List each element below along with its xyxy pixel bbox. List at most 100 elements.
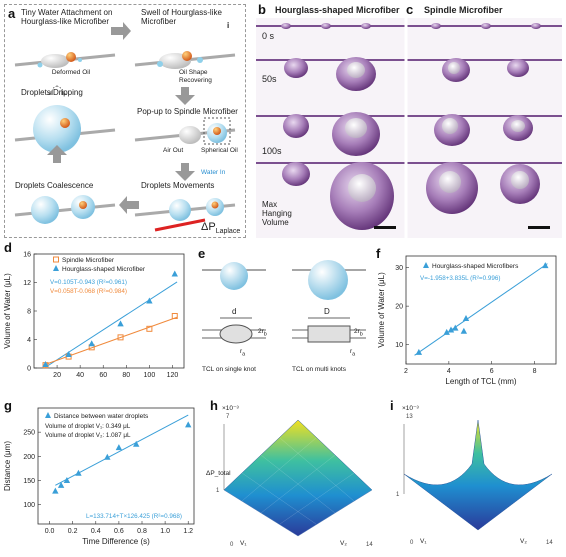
panel-label-g: g [4,398,12,413]
x-tick-label: 6 [490,368,494,375]
svg-text:0: 0 [230,542,234,548]
data-point [75,469,82,476]
data-point [542,262,549,269]
legend-entry: Distance between water droplets [54,413,149,420]
time-label-100s: 100s [262,146,282,156]
panel-c-title: Spindle Microfiber [424,5,503,15]
svg-text:13: 13 [406,414,413,420]
svg-text:7: 7 [226,414,230,420]
hourglass-knot-icon [41,54,69,68]
legend-entry: Spindle Microfiber [62,257,115,264]
chart-g: 0.0 0.2 0.4 0.6 0.8 1.0 1.2 100 150 200 250 Time Di… [3,407,195,546]
inset-label-i: i [227,21,230,30]
panel-i-y-label: V₂ [520,538,527,545]
x-tick-label: 4 [447,368,451,375]
data-point [171,270,178,277]
panel-h-y-label: V₂ [340,540,347,547]
fit-equation: V=-1.958+3.835L (R²=0.996) [420,275,500,282]
multi-knot-droplet-icon [308,260,348,300]
y-tick-label: 150 [23,478,35,485]
data-point [133,440,140,447]
panel-label-e: e [198,246,206,261]
panel-h-x-label: V₁ [240,540,247,547]
step-pop-up: Pop-up to Spindle Microfiber [137,107,238,116]
svg-text:1: 1 [216,488,220,494]
fit-line [45,281,178,368]
x-tick-label: 20 [53,372,61,379]
large-droplet-icon [33,105,81,153]
rb-left-label: 2rb [258,328,267,338]
data-point [185,421,192,428]
fit-line [414,263,548,356]
x-tick-label: 0.6 [114,528,124,535]
y-tick-label: 8 [27,309,31,316]
step-droplets-coalescence: Droplets Coalescence [15,181,94,190]
legend-entry: Hourglass-shaped Microfibers [432,263,519,270]
data-point [117,334,124,341]
panel-label-i: i [390,398,394,413]
y-tick-label: 4 [27,337,31,344]
data-point [115,444,123,451]
data-point [117,320,124,327]
x-tick-label: 60 [99,372,107,379]
data-point [460,327,468,334]
deformed-oil-label: Deformed Oil [51,69,91,76]
x-tick-label: 1.0 [160,528,170,535]
x-tick-label: 1.2 [183,528,193,535]
chart-f: 2 4 6 8 10 20 30 Length of TCL (mm) Volume of Wa… [377,255,557,386]
fit-equation: V=0.058T-0.068 (R²=0.984) [50,288,127,295]
y-tick-label: 12 [23,280,31,287]
svg-text:14: 14 [366,542,373,548]
panel-e-schematic [202,260,366,344]
rb-right-label: 2rb [354,328,363,338]
fit-equation: L=133.714+T×126.425 (R²=0.968) [86,513,182,520]
x-tick-label: 0.4 [91,528,101,535]
x-tick-label: 8 [533,368,537,375]
data-point [65,350,72,357]
x-axis-label: Length of TCL (mm) [445,377,516,386]
data-point [57,481,65,488]
data-point [104,453,111,460]
spherical-oil-label: Spherical Oil [201,147,238,154]
y-tick-label: 10 [395,342,403,349]
y-tick-label: 30 [395,265,403,272]
chart-d: 20 40 60 80 100 120 0 4 8 12 16 Volume of Water (μL… [3,252,185,379]
time-label-0s: 0 s [262,31,275,41]
plot-frame [405,255,557,365]
max-hanging-volume-label: Max Hanging Volume [262,200,292,227]
data-point [462,314,470,321]
annotation: Volume of droplet V₂: 1.087 μL [45,432,131,439]
data-point [63,477,71,483]
svg-text:1: 1 [396,492,400,498]
step-droplets-movements: Droplets Movements [141,181,215,190]
panel-h-exponent: ×10⁻³ [222,405,239,412]
legend-marker [53,265,59,271]
ra-left-label: ra [240,348,246,358]
legend-entry: Hourglass-shaped Microfiber [62,266,146,273]
single-knot-droplet-icon [220,262,248,290]
delta-p-laplace-label: ΔPLaplace [201,221,241,236]
step-swell: Swell of Hourglass-like Microfiber [141,8,222,26]
data-point [146,297,153,304]
svg-text:0: 0 [410,540,414,546]
panel-label-h: h [210,398,218,413]
panel-label-f: f [376,246,381,261]
x-tick-label: 120 [167,372,179,379]
x-tick-label: 80 [122,372,130,379]
y-tick-label: 0 [27,366,31,373]
panel-label-b: b [258,2,266,17]
time-label-50s: 50s [262,74,277,84]
panel-h-z-label: ΔP_total [206,470,231,477]
caption-tcl-multi: TCL on multi knots [292,366,346,373]
y-axis-label: Volume of Water (μL) [3,273,12,349]
legend-marker [53,256,59,263]
oil-droplet-icon [66,52,76,62]
data-point [443,328,450,335]
panel-i-exponent: ×10⁻³ [402,405,419,412]
y-tick-label: 200 [23,454,35,461]
surface-plot-h: 7 1 0 14 [216,414,373,548]
air-out-label: Air Out [163,147,184,154]
flow-arrow-icon [47,22,195,214]
ra-right-label: ra [350,348,356,358]
fit-equation: V=0.105T-0.943 (R²=0.961) [50,279,127,286]
